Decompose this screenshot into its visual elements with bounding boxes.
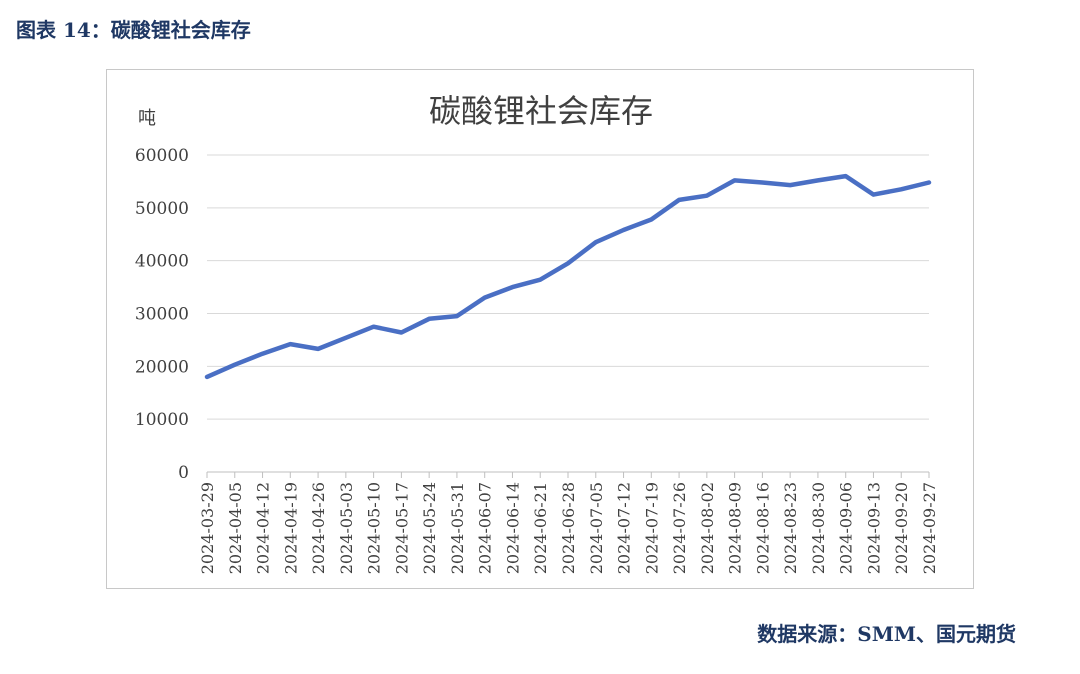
x-tick-label: 2024-05-03 xyxy=(337,482,356,574)
figure-title: 图表 14：碳酸锂社会库存 xyxy=(16,18,251,42)
x-tick-label: 2024-07-19 xyxy=(642,482,661,574)
y-axis-unit-label: 吨 xyxy=(138,108,156,129)
x-tick-label: 2024-05-17 xyxy=(392,482,411,574)
data-source-note: 数据来源：SMM、国元期货 xyxy=(757,622,1016,646)
chart-title: 碳酸锂社会库存 xyxy=(429,92,653,130)
x-tick-label: 2024-03-29 xyxy=(198,482,217,574)
x-tick-label: 2024-04-19 xyxy=(281,482,300,574)
x-tick-label: 2024-07-05 xyxy=(587,482,606,574)
x-tick-label: 2024-08-23 xyxy=(781,482,800,574)
x-tick-label: 2024-05-31 xyxy=(448,482,467,574)
x-tick-label: 2024-04-12 xyxy=(254,482,273,574)
x-tick-label: 2024-08-02 xyxy=(698,482,717,574)
x-tick-label: 2024-06-07 xyxy=(476,482,495,574)
y-tick-label: 0 xyxy=(178,463,189,483)
x-tick-label: 2024-04-26 xyxy=(309,482,328,574)
x-tick-label: 2024-09-20 xyxy=(892,482,911,574)
x-tick-label: 2024-05-10 xyxy=(365,482,384,574)
x-tick-label: 2024-07-26 xyxy=(670,482,689,574)
x-tick-label: 2024-06-28 xyxy=(559,482,578,574)
series-line xyxy=(204,173,932,380)
line-chart: 碳酸锂社会库存 吨 0 10000 20000 30000 40000 50000 6000… xyxy=(135,92,939,574)
x-tick-label: 2024-08-30 xyxy=(809,482,828,574)
x-tick-label: 2024-09-13 xyxy=(864,482,883,574)
x-tick-label: 2024-06-21 xyxy=(531,482,550,574)
y-tick-label: 50000 xyxy=(135,199,189,219)
x-tick-label: 2024-05-24 xyxy=(420,482,439,574)
x-tick-label: 2024-09-27 xyxy=(920,482,939,574)
y-tick-label: 30000 xyxy=(135,305,189,325)
x-tick-label: 2024-08-09 xyxy=(726,482,745,574)
y-tick-label: 10000 xyxy=(135,410,189,430)
y-tick-label: 20000 xyxy=(135,357,189,377)
x-tick-label: 2024-09-06 xyxy=(837,482,856,574)
x-tick-label: 2024-08-16 xyxy=(753,482,772,574)
y-tick-label: 40000 xyxy=(135,252,189,272)
x-tick-label: 2024-07-12 xyxy=(615,482,634,574)
x-tick-label: 2024-04-05 xyxy=(226,482,245,574)
y-tick-label: 60000 xyxy=(135,146,189,166)
chart-container: 碳酸锂社会库存 吨 0 10000 20000 30000 40000 50000 6000… xyxy=(106,69,974,589)
x-tick-label: 2024-06-14 xyxy=(503,482,522,574)
